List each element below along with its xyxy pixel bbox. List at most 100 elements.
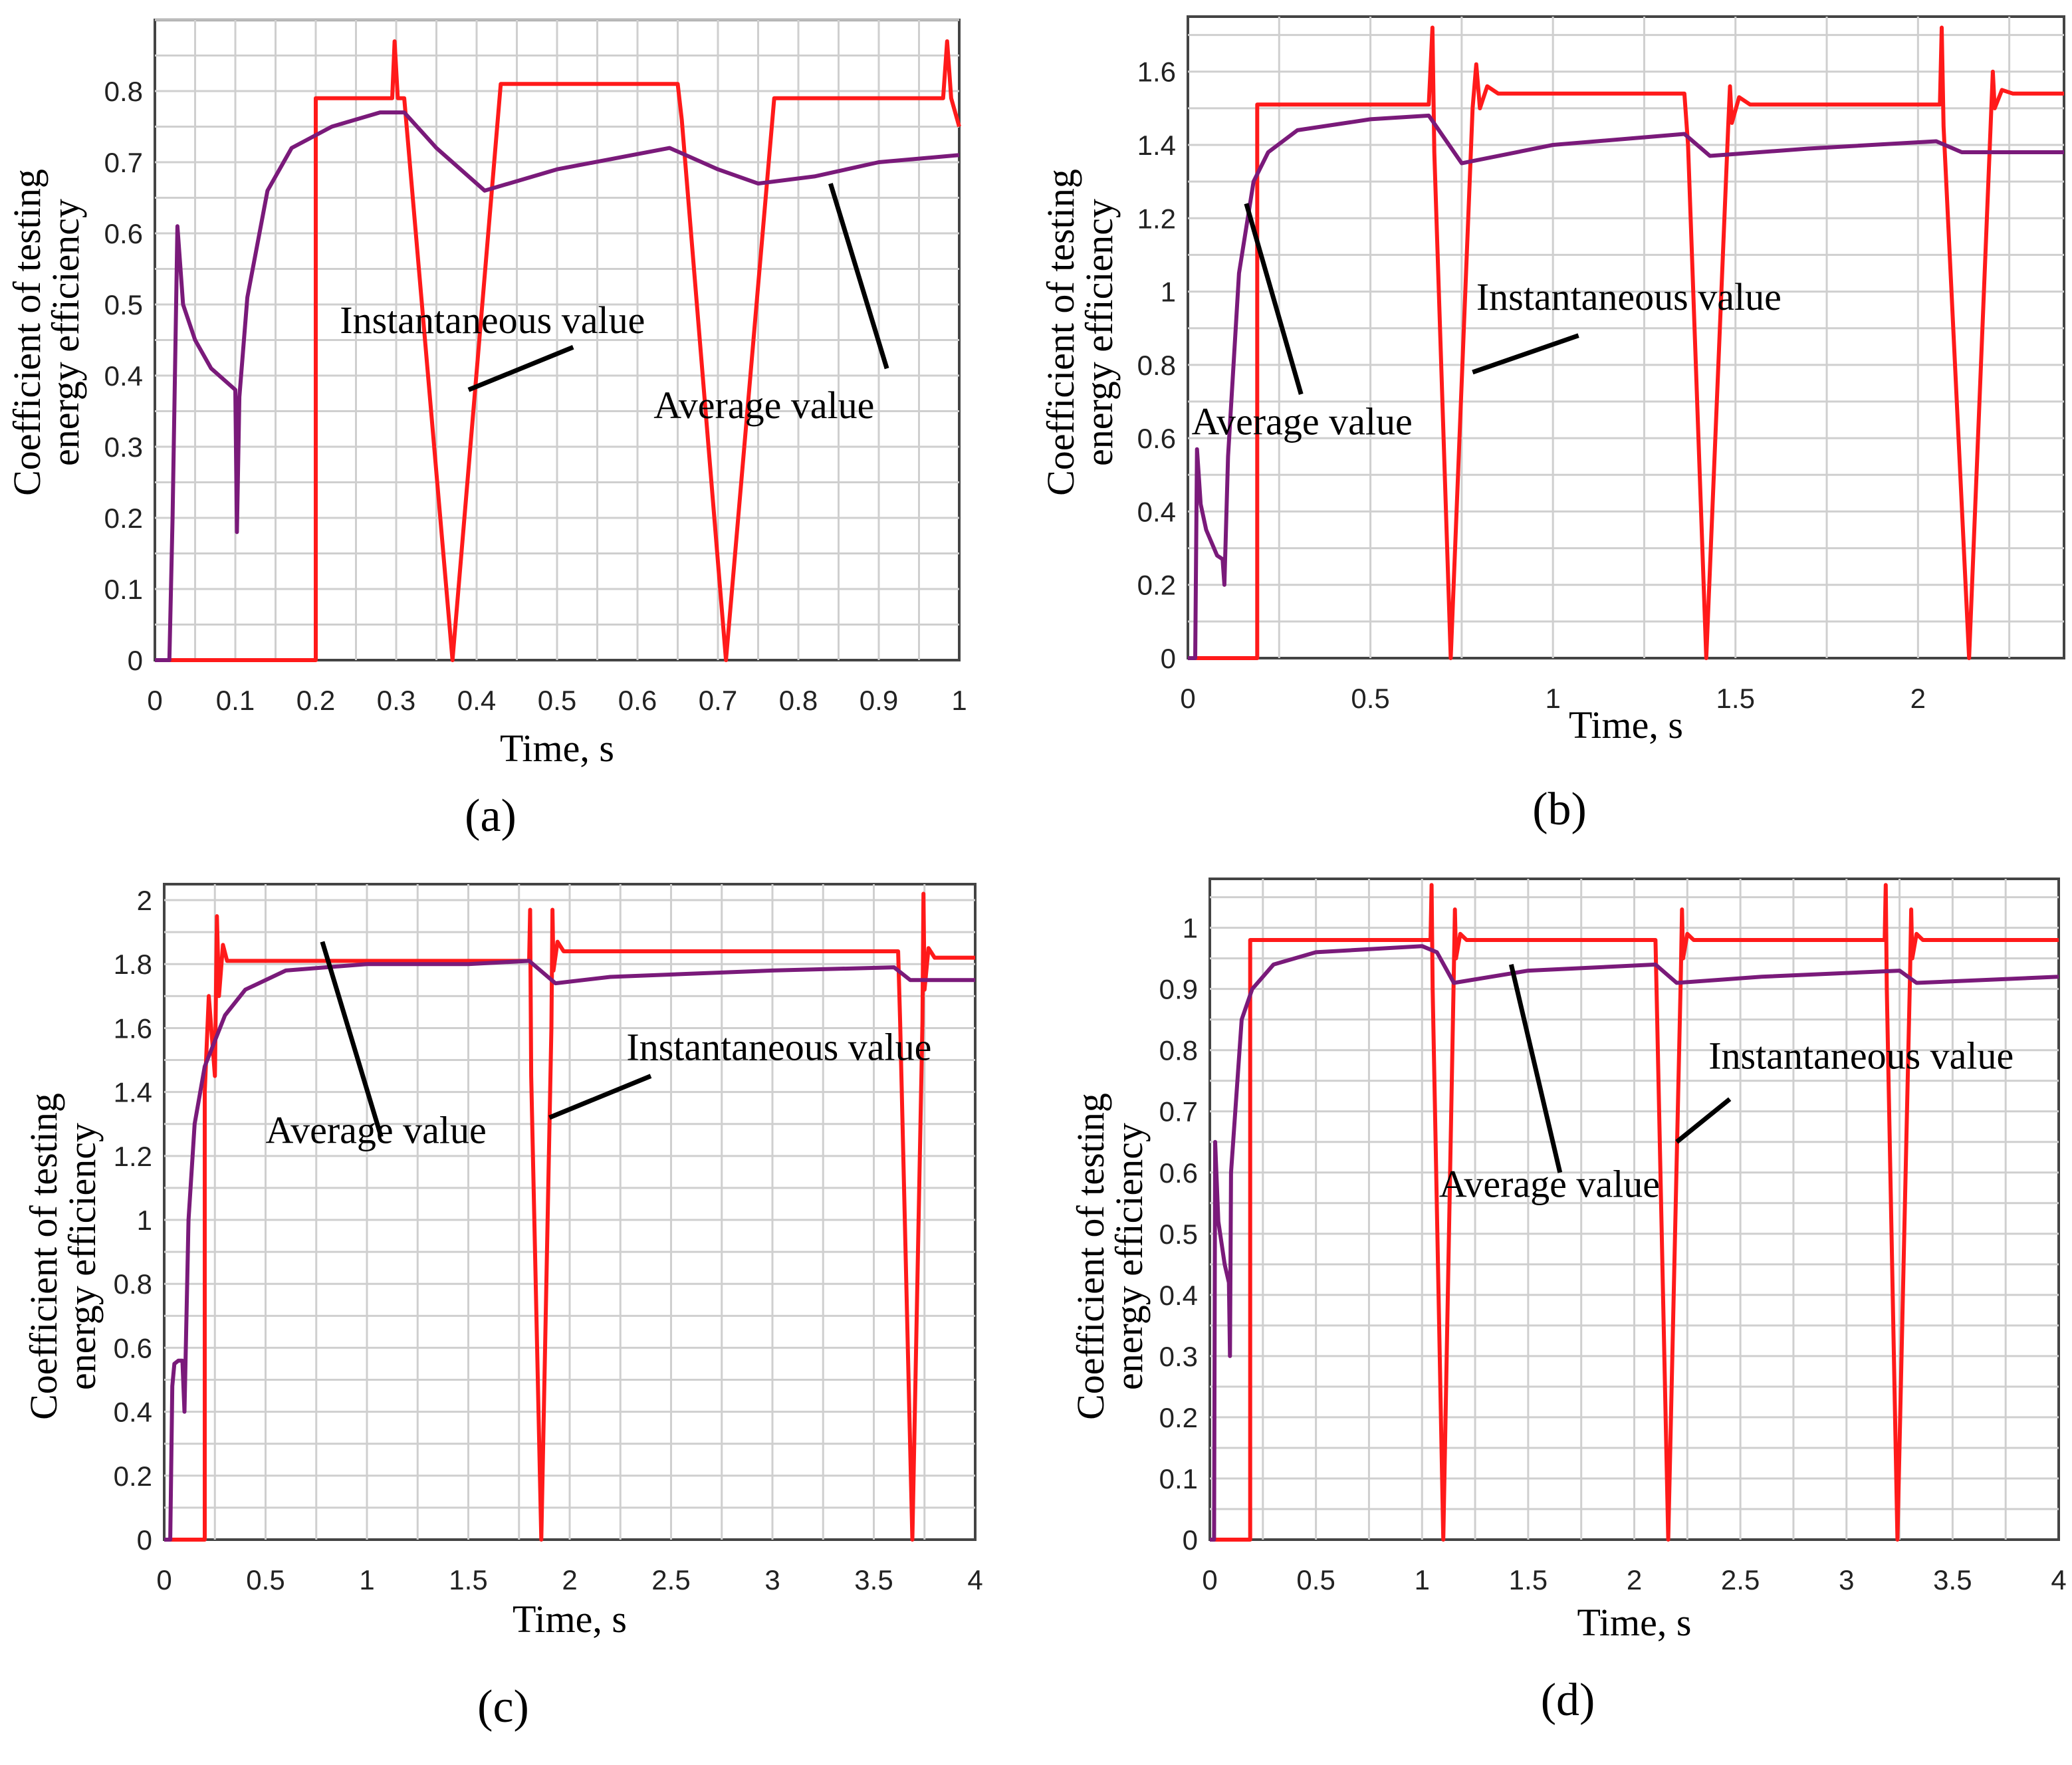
y-tick-label: 0 (137, 1524, 152, 1556)
panel-c: 0 0.5 1 1.5 2 2.5 3 3.5 4 0 0.2 0.4 0.6 0.8 1 1.2 1.4 1.6… (22, 883, 983, 1732)
y-tick-label: 0.6 (104, 218, 143, 249)
series-instantaneous-line (1188, 25, 2064, 660)
x-tick-label: 4 (967, 1564, 982, 1595)
y-tick-label: 0.8 (104, 76, 143, 107)
y-tick-label: 1.4 (114, 1077, 152, 1108)
x-tick-label: 3 (1839, 1564, 1854, 1595)
y-tick-label: 0.6 (1159, 1157, 1198, 1189)
annotation-pointer (1472, 333, 1579, 375)
x-tick-label: 0 (156, 1564, 172, 1595)
y-tick-label: 1.2 (1137, 203, 1176, 234)
x-tick-label: 0.6 (618, 685, 657, 716)
series-instantaneous-line (1210, 883, 2059, 1542)
y-tick-label: 0.5 (1159, 1219, 1198, 1250)
x-axis-label: Time, s (1569, 703, 1683, 747)
plot-area (1187, 15, 2065, 659)
y-tick-label: 0.4 (104, 360, 143, 392)
y-tick-label: 0.8 (1137, 350, 1176, 381)
y-tick-label: 0.8 (114, 1268, 152, 1300)
y-tick-label: 1.6 (114, 1012, 152, 1044)
annotation-pointer (828, 183, 889, 370)
x-tick-label: 0.5 (538, 685, 576, 716)
y-tick-label: 0.6 (114, 1332, 152, 1363)
x-tick-label: 0 (1180, 683, 1195, 714)
x-axis-label: Time, s (1577, 1601, 1692, 1644)
x-tick-label: 2 (1627, 1564, 1642, 1595)
y-tick-label: 0.2 (1137, 570, 1176, 601)
y-tick-label: 0.2 (104, 503, 143, 534)
y-tick-label: 0.5 (104, 289, 143, 320)
panel-a: 0 0.1 0.2 0.3 0.4 0.5 0.6 0.7 0.8 0.9 1 0 0.1 0.2 0.3 0… (5, 19, 967, 842)
panel-label: (c) (477, 1681, 529, 1732)
panel-label: (b) (1532, 784, 1587, 835)
annotation-pointer (1244, 203, 1304, 395)
x-tick-label: 2.5 (1721, 1564, 1760, 1595)
x-tick-label: 3.5 (1933, 1564, 1972, 1595)
series-instantaneous-line (164, 891, 975, 1542)
annotation-label: Average value (653, 384, 874, 427)
y-axis-label-line2: energy efficiency (44, 199, 87, 466)
y-tick-label: 0.4 (114, 1397, 152, 1428)
y-tick-label: 0.3 (104, 431, 143, 463)
x-tick-label: 2 (1910, 683, 1926, 714)
annotation-label: Instantaneous value (1476, 275, 1782, 318)
x-tick-label: 4 (2051, 1564, 2066, 1595)
x-tick-label: 1.5 (1509, 1564, 1548, 1595)
y-tick-label: 0.7 (1159, 1096, 1198, 1127)
y-tick-label: 0.9 (1159, 974, 1198, 1005)
x-tick-label: 1 (359, 1564, 374, 1595)
annotation-pointer (320, 941, 384, 1137)
y-axis-label-line2: energy efficiency (60, 1123, 104, 1390)
y-tick-label: 0 (1183, 1524, 1198, 1556)
y-tick-label: 0.6 (1137, 423, 1176, 454)
x-tick-label: 1.5 (449, 1564, 487, 1595)
y-axis-label-line1: Coefficient of testing (1069, 1093, 1112, 1420)
x-tick-label: 1 (1415, 1564, 1430, 1595)
annotation-pointer (1675, 1097, 1732, 1144)
panel-label: (d) (1541, 1675, 1595, 1726)
y-tick-label: 1 (1183, 913, 1198, 944)
y-tick-label: 0.2 (114, 1461, 152, 1492)
y-tick-label: 0.3 (1159, 1341, 1198, 1372)
annotation-label: Instantaneous value (340, 298, 645, 342)
x-tick-label: 0.5 (246, 1564, 285, 1595)
y-tick-label: 0.1 (1159, 1463, 1198, 1494)
annotation-label: Instantaneous value (626, 1026, 931, 1069)
y-axis-label-line1: Coefficient of testing (22, 1093, 65, 1420)
series-average-line (155, 110, 960, 662)
y-tick-label: 2 (137, 885, 152, 916)
y-tick-label: 0.4 (1137, 496, 1176, 527)
x-tick-label: 3 (764, 1564, 780, 1595)
y-tick-label: 1 (1161, 277, 1176, 308)
y-tick-label: 1.6 (1137, 57, 1176, 88)
x-tick-label: 0.5 (1351, 683, 1389, 714)
y-axis-label-line1: Coefficient of testing (5, 169, 49, 496)
x-tick-label: 0.8 (779, 685, 818, 716)
y-tick-label: 1.4 (1137, 130, 1176, 161)
annotation-pointer (467, 344, 574, 392)
x-tick-label: 0.4 (457, 685, 496, 716)
x-tick-label: 2 (562, 1564, 577, 1595)
x-tick-label: 1 (951, 685, 967, 716)
y-tick-label: 1.2 (114, 1141, 152, 1172)
y-tick-label: 0.7 (104, 147, 143, 178)
x-tick-label: 0 (147, 685, 162, 716)
y-tick-label: 1.8 (114, 949, 152, 980)
annotation-label: Average value (1191, 400, 1412, 443)
y-tick-label: 1 (137, 1205, 152, 1236)
series-instantaneous-line (155, 39, 961, 662)
y-tick-label: 0.8 (1159, 1035, 1198, 1066)
x-tick-label: 0.3 (377, 685, 415, 716)
series-average-line (1210, 944, 2059, 1542)
panel-label: (a) (465, 790, 517, 842)
y-axis-label-line2: energy efficiency (1107, 1123, 1151, 1390)
x-axis-label: Time, s (500, 727, 614, 770)
y-tick-label: 0 (1161, 643, 1176, 674)
x-axis-label: Time, s (513, 1597, 627, 1641)
x-tick-label: 0.7 (699, 685, 737, 716)
x-tick-label: 3.5 (854, 1564, 893, 1595)
annotation-label: Instantaneous value (1708, 1034, 2014, 1077)
series-average-line (164, 959, 975, 1542)
x-tick-label: 0 (1202, 1564, 1217, 1595)
